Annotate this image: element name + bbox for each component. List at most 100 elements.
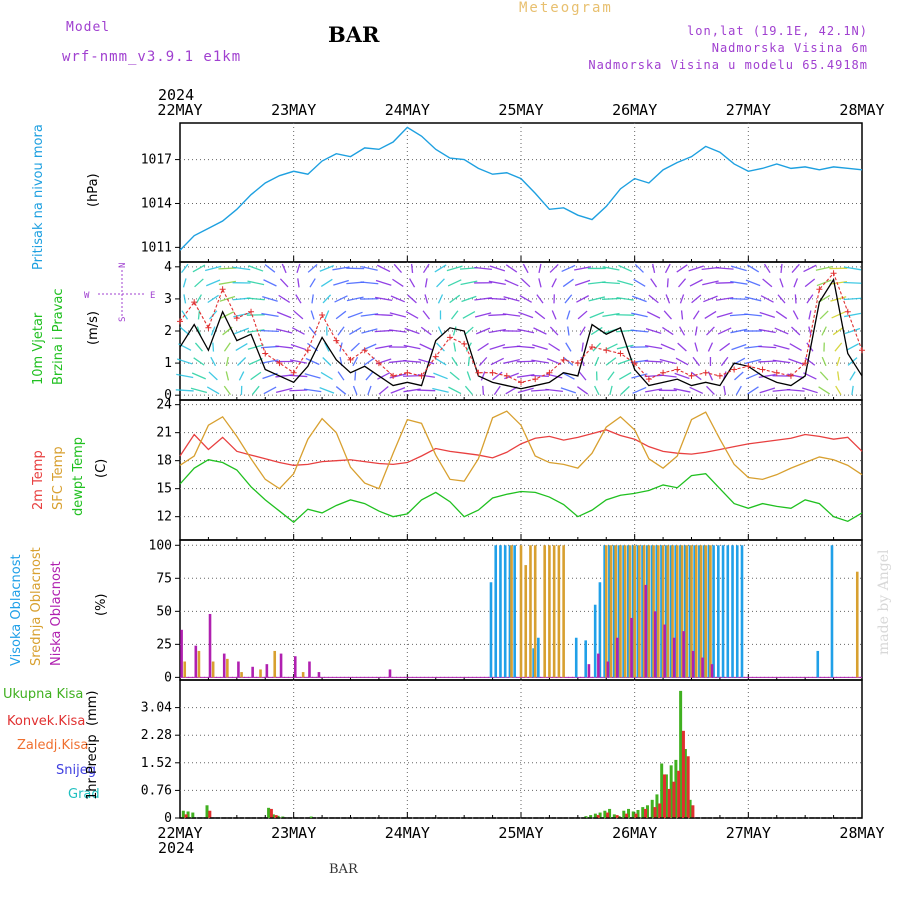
wind-barb	[493, 385, 501, 395]
wind-barb	[349, 327, 362, 335]
wind-barb	[480, 371, 486, 381]
wind-barb	[702, 280, 719, 286]
wind-barb	[375, 296, 393, 302]
wind-barb	[490, 357, 504, 366]
wind-barb	[437, 326, 444, 336]
wind-barb	[843, 266, 862, 271]
wind-barb	[789, 343, 802, 352]
pressure-ytick-label: 1011	[141, 240, 172, 255]
wind-barb	[504, 279, 519, 287]
wind-barb	[374, 313, 393, 317]
gust-marker	[191, 299, 198, 306]
low-cloud-bar	[265, 664, 269, 678]
wind-barb	[791, 263, 800, 273]
mid-cloud-bar	[301, 672, 305, 678]
wind-barb	[232, 266, 251, 271]
wind-barb	[516, 345, 535, 349]
wind-barb	[464, 385, 473, 395]
gust-marker	[390, 372, 397, 379]
wind-barb	[719, 342, 731, 352]
wind-barb	[361, 328, 378, 334]
wind-gust-line	[179, 272, 863, 383]
mid-cloud-bar	[623, 545, 627, 678]
wind-barb	[289, 374, 308, 378]
wind-barb	[376, 264, 391, 273]
gust-marker	[219, 286, 226, 293]
low-cloud-bar	[616, 637, 619, 678]
wind-barb	[521, 278, 531, 288]
low-cloud-bar	[237, 661, 240, 678]
wind-barb	[706, 385, 715, 395]
wind-barb	[560, 387, 577, 394]
high-cloud-bar	[598, 582, 602, 678]
mid-cloud-bar	[273, 650, 277, 678]
precip-panel: 0 0.76 1.52 2.28 3.04	[141, 679, 863, 826]
wind-barb	[674, 372, 690, 380]
conv-precip-bar	[691, 805, 695, 818]
wind-barb	[451, 356, 459, 367]
wind-ytick-label: 4	[164, 260, 172, 275]
clouds-ytick-label: 25	[156, 637, 172, 652]
conv-precip-bar	[274, 815, 278, 818]
wind-barb	[579, 326, 586, 336]
high-cloud-bar	[650, 545, 654, 678]
wind-barb	[320, 278, 333, 287]
wind-barb	[488, 280, 506, 286]
mid-cloud-bar	[694, 545, 698, 678]
total-precip-bar	[679, 690, 683, 818]
wind-barb	[616, 344, 634, 350]
wind-ytick-label: 3	[164, 292, 172, 307]
conv-precip-bar	[662, 774, 666, 818]
wind-barb	[350, 342, 360, 352]
wind-barb	[620, 385, 630, 395]
wind-barb	[574, 266, 592, 271]
wind-barb	[210, 356, 217, 367]
wind-barb	[561, 264, 576, 273]
low-cloud-bar	[308, 661, 311, 678]
wind-barb	[780, 263, 783, 273]
conv-precip-bar	[208, 810, 212, 818]
wind-barb	[609, 385, 613, 395]
conv-precip-bar	[681, 730, 685, 818]
mid-cloud-bar	[628, 545, 632, 678]
total-precip-bar	[669, 765, 673, 818]
wind-barb	[322, 357, 332, 366]
wind-barb	[296, 263, 301, 274]
mid-cloud-bar	[680, 545, 684, 678]
panels: 101110141017012341215182124025507510000.…	[141, 122, 865, 826]
total-precip-bar	[584, 816, 588, 818]
wind-barb	[204, 265, 222, 272]
wind-barb	[758, 345, 777, 349]
total-precip-bar	[598, 812, 602, 818]
wind-barb	[404, 327, 420, 335]
wind-barb	[488, 313, 507, 317]
wind-barb	[645, 388, 663, 393]
gust-marker	[773, 369, 780, 376]
wind-barb	[275, 387, 293, 393]
wind-barb	[276, 311, 292, 319]
high-cloud-bar	[617, 545, 621, 678]
wind-barb	[758, 360, 777, 363]
pressure-line	[179, 126, 863, 251]
wind-barb	[417, 389, 436, 392]
high-cloud-bar	[499, 545, 502, 678]
wind-barb	[567, 326, 570, 336]
wind-barb	[389, 373, 407, 379]
wind-barb	[324, 342, 330, 352]
conv-precip-bar	[644, 808, 648, 818]
wind-barb	[589, 311, 605, 319]
high-cloud-bar	[712, 545, 715, 678]
wind-barb	[631, 312, 648, 318]
conv-precip-bar	[634, 813, 638, 818]
wind-barb	[346, 296, 364, 302]
gust-marker	[787, 372, 794, 379]
wind-barb	[462, 311, 476, 319]
wind-barb	[419, 343, 434, 351]
gust-marker	[574, 360, 581, 367]
high-cloud-bar	[683, 545, 687, 678]
wind-barb	[378, 386, 389, 395]
gust-marker	[304, 347, 311, 354]
conv-precip-bar	[606, 812, 610, 818]
wind-barb	[630, 329, 649, 333]
wind-barb	[403, 344, 421, 350]
